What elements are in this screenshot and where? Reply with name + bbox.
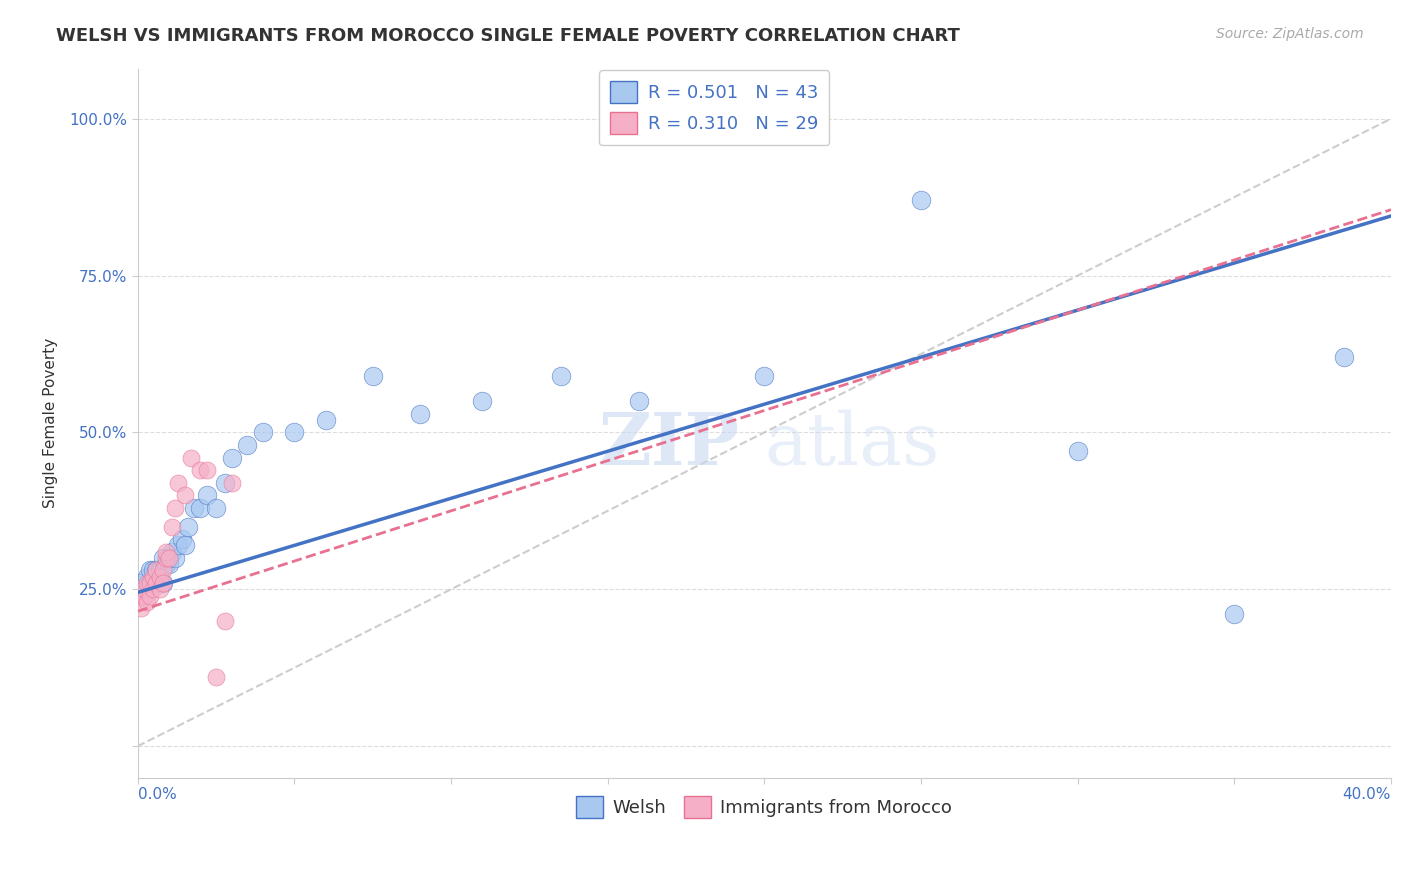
Text: WELSH VS IMMIGRANTS FROM MOROCCO SINGLE FEMALE POVERTY CORRELATION CHART: WELSH VS IMMIGRANTS FROM MOROCCO SINGLE … (56, 27, 960, 45)
Text: atlas: atlas (765, 409, 939, 480)
Point (160, 519, 183, 533)
Point (471, 394, 494, 409)
Point (180, 450, 202, 465)
Point (129, 589, 152, 603)
Point (205, 670, 228, 684)
Point (221, 475, 243, 490)
Point (149, 570, 172, 584)
Point (139, 589, 162, 603)
Point (177, 519, 200, 533)
Point (142, 570, 165, 584)
Point (149, 564, 172, 578)
Point (155, 558, 177, 572)
Point (283, 425, 305, 440)
Point (129, 601, 152, 615)
Point (152, 576, 174, 591)
Point (1333, 350, 1355, 364)
Text: Source: ZipAtlas.com: Source: ZipAtlas.com (1216, 27, 1364, 41)
Text: ZIP: ZIP (599, 409, 740, 480)
Point (165, 500, 187, 515)
Point (136, 570, 159, 584)
Point (136, 595, 159, 609)
Point (136, 576, 159, 591)
Point (145, 570, 167, 584)
Point (149, 582, 172, 597)
Point (165, 551, 187, 566)
Point (145, 564, 167, 578)
Point (167, 538, 190, 552)
Point (236, 438, 259, 452)
Point (252, 425, 274, 440)
Point (1066, 444, 1088, 458)
Point (142, 576, 165, 591)
Point (139, 576, 162, 591)
Text: 0.0%: 0.0% (138, 787, 176, 802)
Point (152, 576, 174, 591)
Point (214, 614, 236, 628)
Point (170, 532, 193, 546)
Point (408, 407, 430, 421)
Point (136, 582, 159, 597)
Point (183, 500, 205, 515)
Point (188, 500, 211, 515)
Point (627, 394, 650, 409)
Point (157, 558, 180, 572)
Point (195, 463, 218, 477)
Point (221, 450, 243, 465)
Point (145, 564, 167, 578)
Point (155, 544, 177, 558)
Point (129, 576, 152, 591)
Legend: Welsh, Immigrants from Morocco: Welsh, Immigrants from Morocco (569, 789, 959, 825)
Point (145, 576, 167, 591)
Point (195, 488, 218, 502)
Point (1223, 607, 1246, 622)
Point (132, 582, 155, 597)
Y-axis label: Single Female Poverty: Single Female Poverty (44, 338, 58, 508)
Point (167, 475, 190, 490)
Point (157, 551, 180, 566)
Point (550, 369, 572, 384)
Point (152, 551, 174, 566)
Point (205, 500, 228, 515)
Point (315, 413, 337, 427)
Point (160, 544, 183, 558)
Point (139, 576, 162, 591)
Point (910, 194, 932, 208)
Point (173, 538, 195, 552)
Point (361, 369, 384, 384)
Point (754, 369, 776, 384)
Point (214, 475, 236, 490)
Point (132, 589, 155, 603)
Point (152, 564, 174, 578)
Point (155, 551, 177, 566)
Point (157, 551, 180, 566)
Point (149, 576, 172, 591)
Point (132, 589, 155, 603)
Point (142, 564, 165, 578)
Point (142, 582, 165, 597)
Text: 40.0%: 40.0% (1343, 787, 1391, 802)
Point (173, 488, 195, 502)
Point (188, 463, 211, 477)
Point (139, 564, 162, 578)
